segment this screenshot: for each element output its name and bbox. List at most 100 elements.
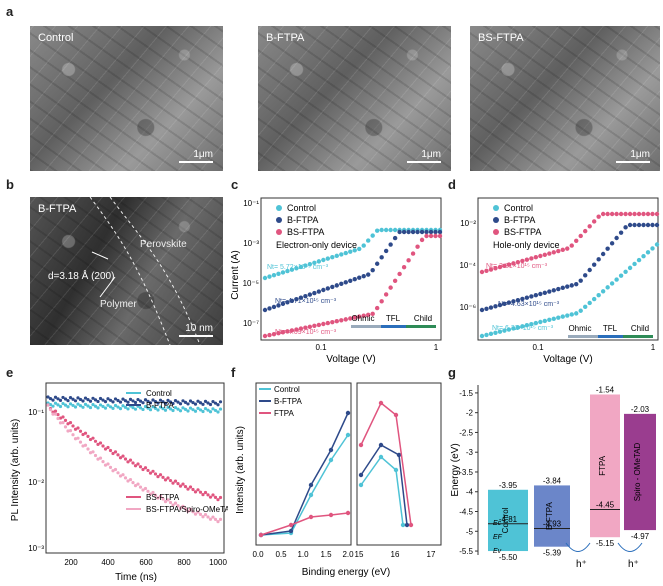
- data-point: [213, 408, 218, 413]
- data-point: [357, 314, 362, 319]
- data-point: [218, 400, 223, 404]
- y-axis-label: Energy (eV): [450, 443, 461, 496]
- data-point: [208, 517, 213, 521]
- data-point: [91, 436, 95, 440]
- data-point: [636, 257, 642, 263]
- data-point: [321, 287, 326, 293]
- bar-name: Spiro - OMeTAD: [633, 442, 642, 501]
- trap-density-label: Nt= 4.63×10¹⁵ cm⁻³: [498, 301, 560, 308]
- data-point: [618, 230, 624, 235]
- data-point: [285, 329, 290, 334]
- data-point: [128, 397, 133, 401]
- data-point: [627, 211, 633, 217]
- region-ohmic: Ohmic: [351, 314, 374, 323]
- data-point: [196, 488, 200, 492]
- legend-spiro: BS-FTPA/Spiro-OMeTAD: [146, 505, 228, 514]
- energy-bar: [534, 485, 570, 547]
- data-point: [488, 267, 494, 272]
- data-point: [312, 260, 317, 265]
- data-point: [163, 401, 168, 405]
- data-point: [211, 407, 215, 411]
- data-point: [58, 421, 63, 425]
- data-point: [106, 403, 110, 407]
- level-ev: Ev: [493, 548, 502, 555]
- value-label: -4.97: [631, 532, 650, 541]
- data-point: [148, 471, 153, 475]
- data-point: [334, 319, 339, 324]
- value-label: -4.93: [543, 520, 562, 529]
- data-point: [126, 479, 130, 483]
- data-point: [618, 211, 624, 217]
- data-point: [641, 211, 646, 217]
- data-point: [211, 493, 215, 497]
- data-point: [502, 301, 507, 307]
- y-tick: -5.5: [459, 547, 473, 556]
- y-tick: 10⁻³: [243, 239, 259, 248]
- data-point: [271, 273, 277, 278]
- series-line: [360, 444, 408, 526]
- data-point: [111, 451, 115, 456]
- data-point: [366, 312, 371, 317]
- data-point: [415, 229, 420, 235]
- data-point: [583, 304, 588, 310]
- data-point: [181, 504, 185, 508]
- data-point: [560, 247, 565, 253]
- data-point: [285, 300, 290, 305]
- data-point: [428, 229, 434, 235]
- data-point: [203, 490, 208, 495]
- data-point: [201, 492, 205, 497]
- tem-title: B-FTPA: [38, 203, 77, 215]
- data-point: [645, 250, 651, 255]
- value-label: -2.03: [631, 405, 650, 414]
- x-axis-label: Voltage (V): [326, 354, 375, 365]
- data-point: [415, 244, 420, 249]
- data-point: [206, 493, 210, 497]
- data-point: [605, 285, 610, 290]
- data-point: [393, 467, 399, 473]
- scale-bar: 1μm: [179, 149, 213, 163]
- data-point: [330, 255, 335, 260]
- data-point: [111, 469, 115, 473]
- data-point: [339, 318, 344, 323]
- data-point: [46, 395, 50, 399]
- x-tick: 1: [651, 343, 656, 352]
- data-point: [123, 405, 128, 409]
- data-point: [609, 241, 615, 246]
- data-point: [93, 453, 98, 458]
- data-point: [479, 307, 485, 313]
- data-point: [133, 400, 138, 405]
- data-point: [146, 489, 150, 493]
- data-point: [560, 285, 565, 291]
- data-point: [497, 329, 503, 334]
- data-point: [203, 513, 208, 517]
- data-point: [547, 251, 552, 256]
- data-point: [83, 396, 88, 400]
- data-point: [406, 258, 411, 263]
- data-point: [520, 324, 525, 329]
- device-note: Electron-only device: [276, 240, 357, 250]
- tem-image: B-FTPA Perovskite d=3.18 Å (200) Polymer…: [30, 197, 223, 345]
- trap-density-label: Nt= 5.72×10¹⁵ cm⁻³: [267, 264, 329, 271]
- data-point: [51, 404, 55, 408]
- data-point: [198, 490, 203, 494]
- data-point: [188, 507, 193, 511]
- data-point: [348, 249, 353, 254]
- data-point: [502, 328, 507, 333]
- data-point: [511, 261, 516, 266]
- data-point: [378, 454, 384, 460]
- data-point: [218, 495, 223, 500]
- data-point: [173, 398, 178, 403]
- data-point: [307, 324, 313, 329]
- data-point: [650, 222, 655, 228]
- x-tick: 1: [434, 343, 439, 352]
- y-tick: 10⁻³: [28, 544, 44, 553]
- data-point: [161, 475, 165, 479]
- x-axis-label: Voltage (V): [543, 354, 592, 365]
- data-point: [103, 463, 108, 467]
- data-point: [218, 407, 223, 411]
- data-point: [289, 267, 295, 272]
- data-point: [208, 495, 213, 499]
- energy-bar: [590, 394, 620, 538]
- data-point: [267, 332, 272, 338]
- data-point: [506, 262, 512, 267]
